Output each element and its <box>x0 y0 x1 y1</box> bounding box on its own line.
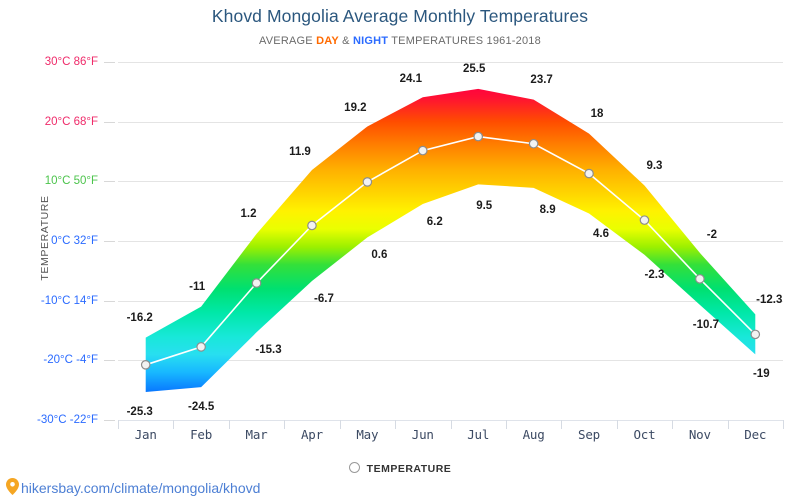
x-tick-mark <box>561 420 563 429</box>
x-tick-mark <box>118 420 119 429</box>
day-temperature-label: -16.2 <box>126 311 153 324</box>
x-axis-month-label: Dec <box>744 427 767 442</box>
x-tick-mark <box>616 420 618 429</box>
mean-temperature-line <box>145 135 756 366</box>
night-temperature-label: -2.3 <box>644 268 665 281</box>
x-tick-mark <box>339 420 341 429</box>
day-temperature-label: -11 <box>189 280 206 293</box>
night-temperature-label: 9.5 <box>476 200 493 213</box>
x-tick-mark <box>173 420 175 429</box>
y-tick-mark <box>104 181 115 183</box>
night-temperature-label: -6.7 <box>314 292 334 305</box>
subtitle-amp: & <box>338 35 353 47</box>
x-axis-month-label: Apr <box>300 427 323 442</box>
data-point-marker[interactable] <box>140 360 151 370</box>
night-temperature-label: -10.7 <box>692 318 719 331</box>
x-tick-mark <box>783 420 784 429</box>
x-tick-mark <box>228 420 230 429</box>
gridline <box>118 360 783 362</box>
day-temperature-label: 18 <box>590 107 604 120</box>
legend-label: TEMPERATURE <box>366 463 452 475</box>
day-temperature-label: 1.2 <box>240 207 257 220</box>
x-axis-month-label: Mar <box>245 427 268 442</box>
x-tick-mark <box>284 420 286 429</box>
x-axis-month-label: Oct <box>633 427 656 442</box>
data-point-marker[interactable] <box>528 138 539 149</box>
x-axis-month-label: Nov <box>688 427 711 442</box>
y-axis-tick-label: 10°C 50°F <box>44 175 98 188</box>
night-temperature-label: -19 <box>752 368 770 381</box>
day-temperature-label: 19.2 <box>344 102 367 115</box>
y-tick-mark <box>104 241 115 242</box>
y-axis-tick-label: -20°C -4°F <box>43 354 98 367</box>
day-temperature-label: 9.3 <box>646 159 663 172</box>
x-axis-month-label: May <box>356 427 379 442</box>
y-axis-tick-label: -30°C -22°F <box>37 414 98 426</box>
subtitle-night: NIGHT <box>352 35 389 47</box>
day-temperature-label: 11.9 <box>289 145 311 158</box>
y-axis-tick-label: 30°C 86°F <box>44 56 98 68</box>
source-url: hikersbay.com/climate/mongolia/khovd <box>21 480 261 496</box>
y-tick-mark <box>104 420 115 421</box>
night-temperature-label: 0.6 <box>371 249 388 262</box>
x-axis-month-label: Jan <box>134 427 157 442</box>
day-temperature-label: 24.1 <box>399 73 422 86</box>
legend-marker-icon <box>348 462 360 473</box>
night-temperature-label: -25.3 <box>126 405 153 418</box>
data-point-marker[interactable] <box>695 274 705 284</box>
day-temperature-label: -2 <box>706 228 717 241</box>
night-temperature-label: 4.6 <box>593 227 610 240</box>
x-tick-mark <box>727 420 729 429</box>
x-tick-mark <box>450 420 452 429</box>
y-tick-mark <box>104 300 115 302</box>
data-point-marker[interactable] <box>584 168 594 179</box>
data-point-marker[interactable] <box>307 220 317 231</box>
x-axis-month-label: Sep <box>578 427 601 442</box>
chart-legend[interactable]: TEMPERATURE <box>0 462 800 475</box>
y-axis-tick-label: -10°C 14°F <box>40 294 98 307</box>
data-point-marker[interactable] <box>750 329 761 340</box>
source-link[interactable]: hikersbay.com/climate/mongolia/khovd <box>6 478 260 496</box>
data-point-marker[interactable] <box>473 131 484 142</box>
page-title: Khovd Mongolia Average Monthly Temperatu… <box>211 6 589 26</box>
location-pin-icon <box>6 478 19 495</box>
subtitle-prefix: AVERAGE <box>259 35 317 47</box>
y-axis-tick-label: 20°C 68°F <box>44 115 98 128</box>
day-temperature-label: -12.3 <box>756 294 783 307</box>
data-point-marker[interactable] <box>251 278 262 288</box>
day-temperature-label: 25.5 <box>463 62 486 75</box>
x-tick-mark <box>395 420 397 429</box>
night-temperature-label: 8.9 <box>539 203 556 216</box>
gridline <box>118 241 783 242</box>
x-axis-month-label: Feb <box>190 427 213 442</box>
y-tick-mark <box>104 62 115 63</box>
y-axis-tick-label: 0°C 32°F <box>51 235 98 247</box>
x-tick-mark <box>505 420 507 429</box>
x-axis-month-label: Jul <box>467 427 490 442</box>
night-temperature-label: 6.2 <box>426 216 443 228</box>
gridline <box>118 62 783 63</box>
gridline <box>118 300 783 302</box>
x-axis-month-label: Jun <box>411 427 434 442</box>
x-axis-month-label: Aug <box>522 427 545 442</box>
night-temperature-label: -15.3 <box>255 344 282 357</box>
gridline <box>118 181 783 183</box>
x-tick-mark <box>672 420 674 429</box>
night-temperature-label: -24.5 <box>188 401 215 414</box>
subtitle-day: DAY <box>316 35 339 47</box>
data-point-marker[interactable] <box>417 145 428 156</box>
y-tick-mark <box>104 360 115 362</box>
subtitle-suffix: TEMPERATURES 1961-2018 <box>388 35 541 47</box>
y-tick-mark <box>104 121 115 123</box>
day-temperature-label: 23.7 <box>530 73 553 86</box>
data-point-marker[interactable] <box>639 215 650 225</box>
data-point-marker[interactable] <box>196 342 206 352</box>
chart-subtitle: AVERAGE DAY & NIGHT TEMPERATURES 1961-20… <box>0 35 800 47</box>
gridline <box>118 121 783 123</box>
